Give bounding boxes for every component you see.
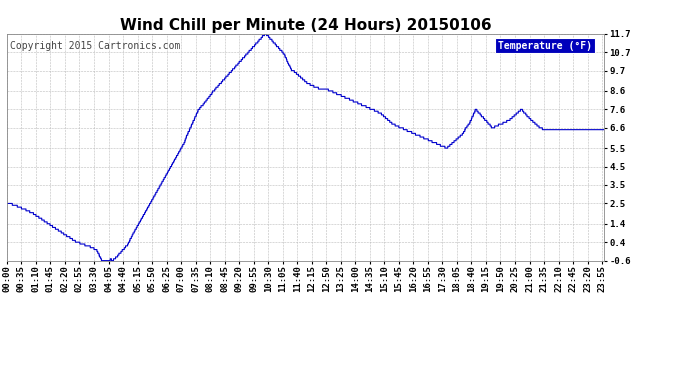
Title: Wind Chill per Minute (24 Hours) 20150106: Wind Chill per Minute (24 Hours) 2015010… xyxy=(119,18,491,33)
Text: Temperature (°F): Temperature (°F) xyxy=(497,40,592,51)
Text: Copyright 2015 Cartronics.com: Copyright 2015 Cartronics.com xyxy=(10,40,180,51)
